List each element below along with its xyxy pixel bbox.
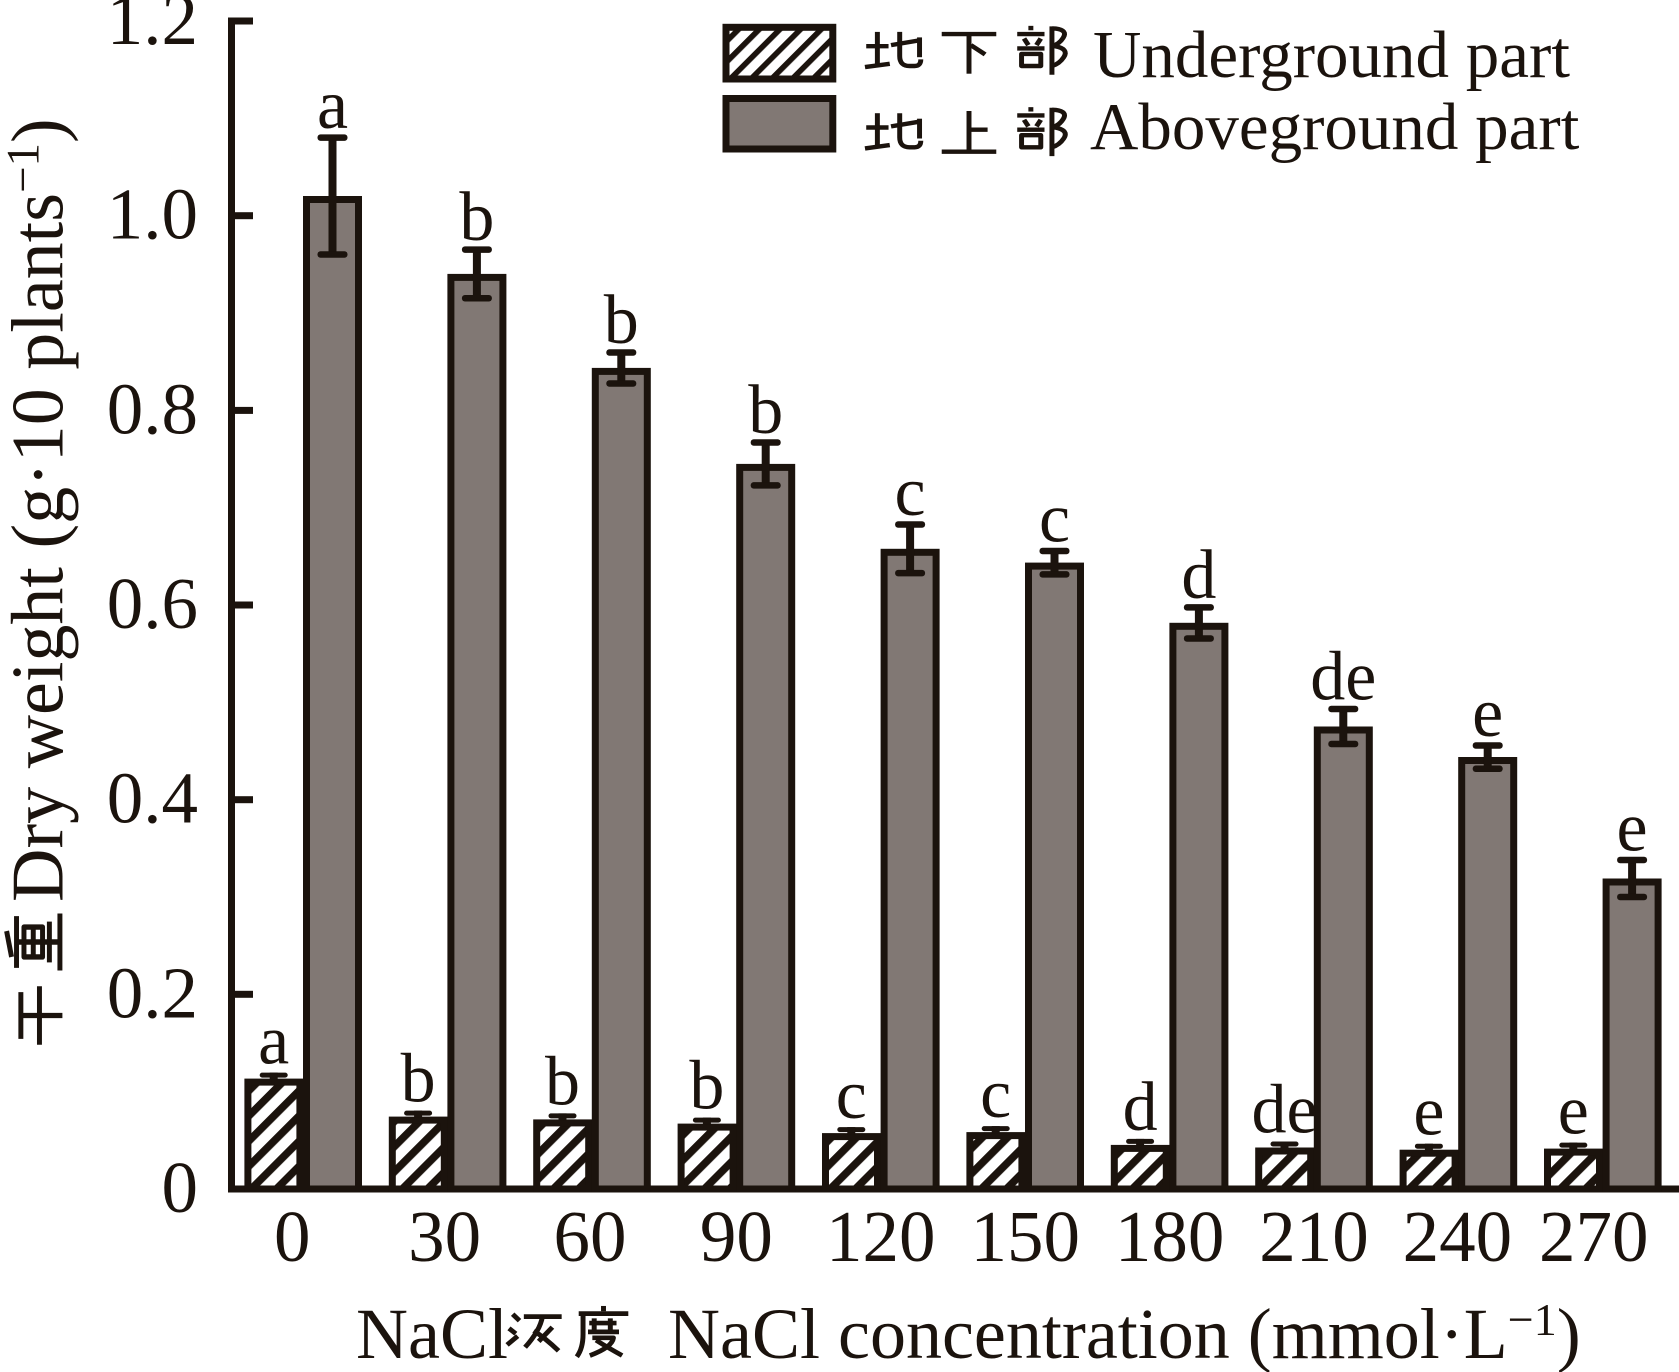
svg-text:90: 90 (700, 1196, 773, 1277)
svg-text:de: de (1251, 1072, 1317, 1149)
svg-text:Dry weight (g·10 plants−1): Dry weight (g·10 plants−1) (0, 118, 80, 902)
svg-text:a: a (317, 67, 348, 144)
svg-text:e: e (1558, 1073, 1589, 1150)
svg-text:b: b (401, 1041, 436, 1118)
svg-text:e: e (1472, 675, 1503, 752)
svg-text:0: 0 (274, 1196, 311, 1277)
svg-text:180: 180 (1115, 1196, 1225, 1277)
svg-text:NaCl: NaCl (356, 1294, 508, 1372)
svg-text:NaCl concentration (mmol·L−1): NaCl concentration (mmol·L−1) (668, 1294, 1581, 1372)
svg-text:b: b (604, 282, 639, 359)
svg-text:c: c (1039, 480, 1070, 557)
svg-text:0.4: 0.4 (107, 758, 198, 839)
svg-text:270: 270 (1539, 1196, 1649, 1277)
svg-text:0: 0 (162, 1147, 199, 1228)
svg-text:b: b (459, 179, 494, 256)
svg-text:60: 60 (554, 1196, 627, 1277)
svg-text:c: c (836, 1057, 867, 1134)
svg-text:240: 240 (1403, 1196, 1513, 1277)
svg-text:Underground part: Underground part (1093, 18, 1570, 92)
svg-text:d: d (1123, 1069, 1158, 1146)
svg-text:e: e (1617, 790, 1648, 867)
svg-text:d: d (1181, 537, 1216, 614)
svg-text:e: e (1413, 1074, 1444, 1151)
svg-text:Aboveground part: Aboveground part (1090, 90, 1580, 164)
svg-text:210: 210 (1259, 1196, 1369, 1277)
svg-text:c: c (980, 1056, 1011, 1133)
svg-text:de: de (1310, 639, 1376, 716)
svg-text:b: b (689, 1048, 724, 1125)
svg-text:1.2: 1.2 (107, 0, 198, 60)
svg-text:150: 150 (970, 1196, 1080, 1277)
svg-text:0.2: 0.2 (107, 952, 198, 1033)
svg-text:120: 120 (826, 1196, 936, 1277)
svg-text:a: a (258, 1003, 289, 1080)
svg-text:0.6: 0.6 (107, 563, 198, 644)
svg-text:c: c (895, 454, 926, 531)
svg-text:30: 30 (408, 1196, 481, 1277)
svg-text:0.8: 0.8 (107, 368, 198, 449)
svg-text:1.0: 1.0 (107, 174, 198, 255)
svg-text:b: b (545, 1043, 580, 1120)
svg-text:b: b (748, 372, 783, 449)
